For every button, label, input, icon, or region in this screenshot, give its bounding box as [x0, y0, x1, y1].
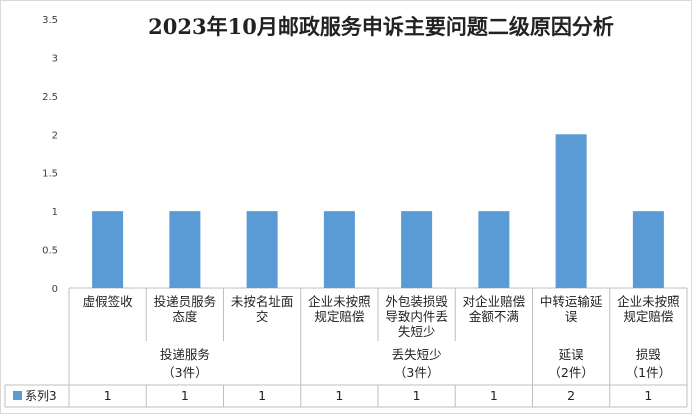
group-count-label: （2件）: [548, 365, 593, 380]
bar: [246, 211, 278, 288]
bar: [92, 211, 124, 288]
category-label: 企业未按照: [617, 294, 680, 309]
category-label: 规定赔偿: [314, 309, 364, 324]
category-label: 交: [256, 309, 269, 324]
category-label: 中转运输延: [540, 294, 603, 309]
group-count-label: （3件）: [162, 365, 207, 380]
group-label: 丢失短少: [392, 347, 442, 362]
group-count-label: （3件）: [394, 365, 439, 380]
y-tick-label: 1: [52, 207, 58, 218]
table-value: 1: [413, 388, 421, 403]
category-label: 态度: [172, 309, 198, 324]
group-count-label: （1件）: [626, 365, 671, 380]
group-label: 延误: [559, 347, 585, 362]
table-value: 1: [258, 388, 266, 403]
table-value: 1: [335, 388, 343, 403]
category-label: 未按名址面: [231, 294, 294, 309]
category-label: 投递员服务: [154, 294, 217, 309]
table-value: 1: [644, 388, 652, 403]
category-label: 对企业赔偿: [463, 294, 526, 309]
category-label: 误: [565, 309, 578, 324]
bar: [555, 134, 587, 288]
y-tick-label: 0: [52, 284, 58, 295]
category-label: 失短少: [398, 324, 436, 339]
table-value: 2: [567, 388, 575, 403]
bar: [478, 211, 510, 288]
chart-title: 2023年10月邮政服务申诉主要问题二级原因分析: [148, 14, 614, 39]
bar: [401, 211, 433, 288]
category-label: 企业未按照: [308, 294, 371, 309]
y-tick-label: 2.5: [42, 92, 58, 103]
bar: [169, 211, 201, 288]
bar: [323, 211, 355, 288]
group-label: 损毁: [636, 347, 662, 362]
bar: [632, 211, 664, 288]
group-label: 投递服务: [160, 347, 210, 362]
legend-swatch: [13, 391, 22, 400]
category-label: 金额不满: [469, 309, 519, 324]
y-tick-label: 1.5: [42, 169, 58, 180]
category-label: 导致内件丢: [385, 309, 448, 324]
y-tick-label: 2: [52, 130, 58, 141]
y-tick-label: 3.5: [42, 15, 58, 26]
table-value: 1: [104, 388, 112, 403]
table-value: 1: [181, 388, 189, 403]
table-value: 1: [490, 388, 498, 403]
category-label: 虚假签收: [83, 294, 134, 309]
y-tick-label: 3: [52, 53, 58, 64]
category-label: 外包装损毁: [385, 294, 448, 309]
y-tick-label: 0.5: [42, 246, 58, 257]
category-label: 规定赔偿: [623, 309, 673, 324]
legend-series-name: 系列3: [25, 389, 57, 403]
